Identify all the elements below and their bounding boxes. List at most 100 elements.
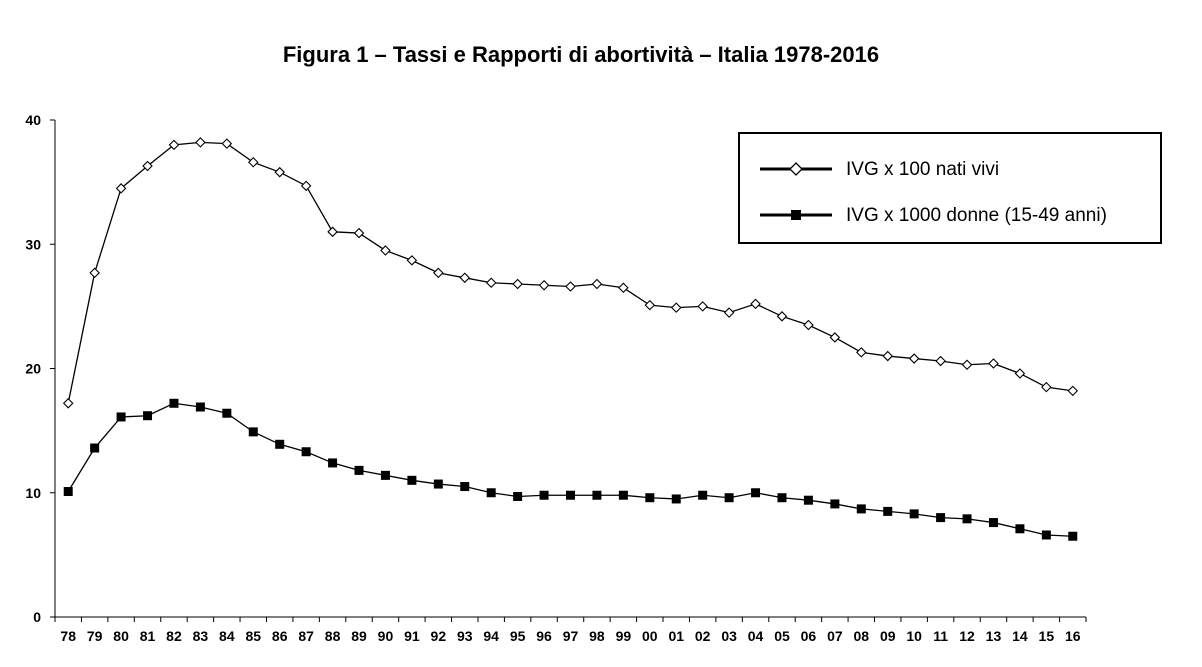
data-point-square	[803, 495, 813, 505]
data-point-square	[618, 490, 628, 500]
y-tick-label: 40	[25, 112, 41, 128]
x-tick-label: 91	[404, 628, 420, 644]
data-point-square	[380, 470, 390, 480]
data-point-diamond	[353, 227, 365, 239]
x-tick-label: 00	[642, 628, 658, 644]
data-point-diamond	[829, 332, 841, 343]
x-tick-label: 90	[378, 628, 394, 644]
legend-marker-diamond-icon	[760, 162, 832, 176]
legend-label-series-2: IVG x 1000 donne (15-49 anni)	[846, 205, 1107, 226]
data-point-square	[433, 479, 443, 489]
y-tick-label: 20	[25, 361, 41, 377]
data-point-diamond	[406, 255, 418, 266]
legend-entry-series-2: IVG x 1000 donne (15-49 anni)	[740, 200, 1160, 230]
data-point-diamond	[961, 359, 973, 371]
x-tick-label: 06	[801, 628, 817, 644]
data-point-square	[328, 458, 338, 468]
data-point-square	[354, 465, 364, 475]
y-tick-label: 0	[33, 609, 41, 625]
data-point-square	[645, 493, 655, 503]
data-point-diamond	[1067, 385, 1079, 397]
data-point-square	[301, 447, 311, 457]
x-tick-label: 11	[933, 628, 948, 644]
data-point-diamond	[327, 226, 338, 238]
data-point-diamond	[168, 139, 180, 151]
x-tick-label: 87	[298, 628, 314, 644]
y-tick-label: 30	[25, 236, 41, 252]
data-point-diamond	[300, 180, 312, 192]
data-point-diamond	[776, 311, 788, 322]
data-point-diamond	[485, 277, 497, 289]
data-point-square	[460, 482, 470, 492]
x-tick-label: 15	[1039, 628, 1055, 644]
data-point-square	[513, 491, 523, 501]
y-tick-label: 10	[25, 485, 41, 501]
data-point-diamond	[274, 166, 285, 178]
x-tick-label: 13	[986, 628, 1002, 644]
x-tick-label: 79	[87, 628, 103, 644]
x-tick-label: 98	[589, 628, 605, 644]
data-point-square	[830, 499, 840, 509]
data-point-diamond	[380, 245, 391, 256]
data-point-square	[169, 398, 179, 408]
series-1	[62, 137, 1079, 409]
data-point-square	[1068, 531, 1078, 541]
data-point-diamond	[512, 278, 523, 290]
data-point-diamond	[62, 398, 74, 409]
x-tick-label: 08	[854, 628, 870, 644]
data-point-diamond	[247, 156, 259, 168]
data-point-square	[751, 488, 761, 498]
series-2	[63, 398, 1078, 541]
data-point-square	[883, 506, 893, 516]
data-point-diamond	[1014, 368, 1026, 379]
data-point-square	[143, 411, 153, 421]
data-point-square	[909, 509, 919, 519]
x-tick-label: 80	[113, 628, 129, 644]
data-point-square	[856, 504, 866, 514]
x-tick-label: 04	[748, 628, 764, 644]
x-tick-label: 89	[351, 628, 367, 644]
data-point-diamond	[565, 281, 576, 292]
data-point-square	[1015, 524, 1025, 534]
x-tick-label: 10	[906, 628, 922, 644]
data-point-square	[962, 514, 972, 524]
data-point-diamond	[988, 358, 999, 369]
x-tick-label: 81	[140, 628, 156, 644]
x-tick-label: 85	[245, 628, 261, 644]
x-tick-label: 95	[510, 628, 526, 644]
data-point-diamond	[142, 160, 153, 172]
x-tick-label: 01	[668, 628, 684, 644]
data-point-square	[698, 490, 708, 500]
data-point-diamond	[723, 307, 735, 318]
data-point-square	[539, 490, 549, 500]
x-tick-label: 99	[616, 628, 632, 644]
x-tick-label: 83	[193, 628, 209, 644]
legend-label-series-1: IVG x 100 nati vivi	[846, 159, 1000, 180]
data-point-diamond	[1041, 381, 1052, 393]
chart-title: Figura 1 – Tassi e Rapporti di abortivit…	[282, 42, 880, 67]
data-point-square	[936, 513, 946, 523]
data-point-diamond	[221, 138, 233, 149]
x-tick-label: 93	[457, 628, 473, 644]
x-tick-label: 07	[827, 628, 843, 644]
series-layer	[62, 137, 1079, 541]
data-point-diamond	[750, 298, 761, 310]
x-tick-label: 94	[483, 628, 499, 644]
data-point-square	[592, 490, 602, 500]
data-point-diamond	[618, 282, 629, 294]
data-point-square	[90, 443, 100, 453]
data-point-square	[566, 490, 575, 500]
data-point-square	[275, 439, 285, 449]
x-tick-label: 05	[774, 628, 790, 644]
data-point-diamond	[644, 299, 656, 311]
data-point-diamond	[538, 279, 550, 291]
x-tick-label: 88	[325, 628, 341, 644]
data-point-square	[671, 494, 681, 504]
data-point-diamond	[591, 278, 603, 290]
data-point-diamond	[195, 137, 206, 148]
x-tick-label: 82	[166, 628, 182, 644]
legend-marker-square-icon	[760, 210, 832, 220]
x-tick-label: 03	[721, 628, 737, 644]
